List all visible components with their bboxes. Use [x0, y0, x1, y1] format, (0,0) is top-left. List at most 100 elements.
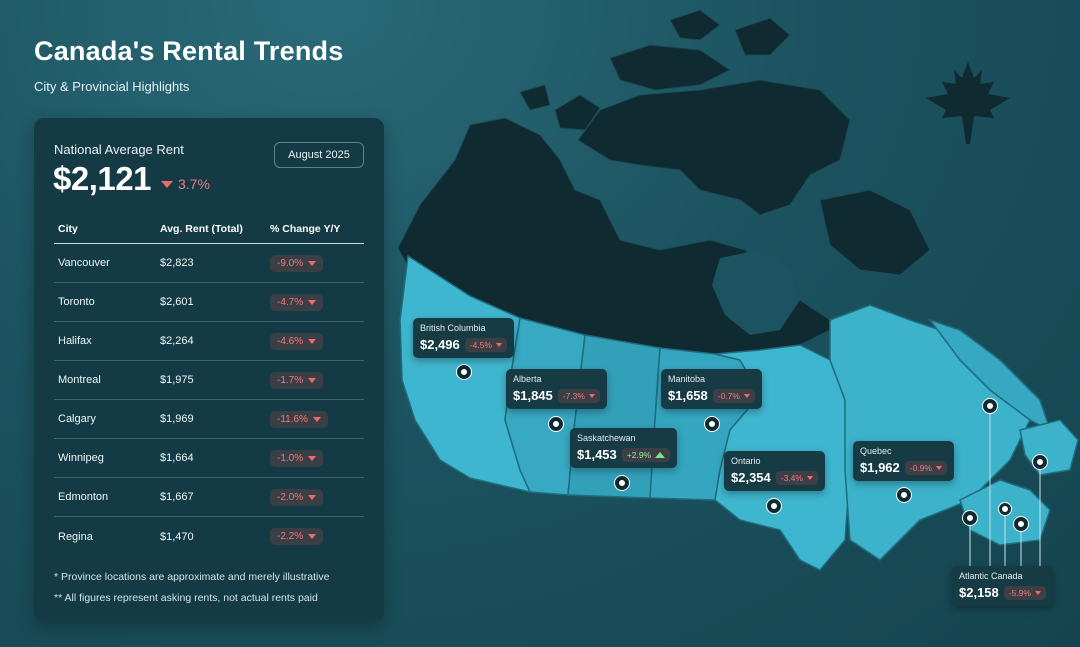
table-row: Regina $1,470 -2.2%	[54, 517, 364, 556]
map-pin-icon[interactable]	[767, 499, 781, 513]
triangle-down-icon	[308, 455, 317, 461]
row-rent: $1,975	[160, 374, 194, 386]
change-badge: -7.3%	[557, 388, 600, 403]
map-pin-icon[interactable]	[549, 417, 563, 431]
national-average-value: $2,121	[53, 160, 151, 197]
table-row: Edmonton $1,667 -2.0%	[54, 478, 364, 517]
province-name: Quebec	[860, 446, 892, 456]
triangle-down-icon	[161, 180, 173, 188]
map-pin-icon[interactable]	[999, 503, 1011, 515]
map-pin-icon[interactable]	[457, 365, 471, 379]
map-pin-icon[interactable]	[897, 488, 911, 502]
triangle-down-icon	[806, 475, 813, 480]
change-value: -2.0%	[277, 491, 304, 503]
row-city: Toronto	[58, 296, 95, 308]
column-header-change: % Change Y/Y	[270, 222, 341, 235]
callout-saskatchewan[interactable]: Saskatchewan $1,453 +2.9%	[570, 428, 678, 468]
triangle-down-icon	[743, 393, 750, 398]
callout-ontario[interactable]: Ontario $2,354 -3.4%	[724, 451, 825, 491]
change-badge: -0.9%	[904, 460, 947, 475]
date-badge[interactable]: August 2025	[274, 142, 364, 168]
map-pin-icon[interactable]	[963, 511, 977, 525]
row-city: Winnipeg	[58, 452, 104, 464]
province-value: $2,354	[731, 470, 771, 485]
province-value: $1,658	[668, 388, 708, 403]
change-badge: -3.4%	[775, 470, 818, 485]
change-value: -9.0%	[277, 257, 304, 269]
province-value: $1,962	[860, 460, 900, 475]
row-rent: $1,470	[160, 530, 194, 543]
map-pin-icon[interactable]	[1033, 455, 1047, 469]
map-pin-icon[interactable]	[705, 417, 719, 431]
change-value: -0.9%	[909, 462, 932, 473]
province-value: $2,496	[420, 337, 460, 352]
hudson-bay	[712, 250, 800, 335]
row-city: Vancouver	[58, 257, 110, 269]
change-badge: -11.6%	[270, 410, 328, 428]
callout-quebec[interactable]: Quebec $1,962 -0.9%	[853, 441, 954, 481]
callout-manitoba[interactable]: Manitoba $1,658 -0.7%	[661, 369, 762, 409]
row-city: Montreal	[58, 374, 101, 386]
atlantic-connectors	[969, 406, 1041, 566]
maple-leaf-icon	[926, 62, 1010, 144]
triangle-down-icon	[308, 260, 317, 266]
province-name: British Columbia	[420, 323, 486, 333]
change-badge: -4.6%	[270, 332, 324, 350]
triangle-down-icon	[308, 338, 317, 344]
map-pin-icon[interactable]	[983, 399, 997, 413]
change-value: -4.5%	[469, 339, 492, 350]
change-value: -11.6%	[277, 413, 308, 425]
change-badge: -4.7%	[270, 293, 324, 311]
province-name: Atlantic Canada	[959, 571, 1023, 581]
row-rent: $1,667	[160, 491, 194, 503]
triangle-down-icon	[935, 465, 942, 470]
change-badge: -1.0%	[270, 449, 324, 467]
change-badge: -5.9%	[1003, 585, 1046, 600]
triangle-down-icon	[308, 534, 317, 539]
table-row: Toronto $2,601 -4.7%	[54, 283, 364, 322]
province-name: Alberta	[513, 374, 542, 384]
row-city: Calgary	[58, 413, 96, 425]
province-value: $1,453	[577, 447, 617, 462]
rent-summary-panel: National Average Rent $2,121 3.7% August…	[34, 118, 384, 622]
province-value: $2,158	[959, 585, 999, 600]
change-badge: -2.0%	[270, 488, 324, 506]
footnote-2: ** All figures represent asking rents, n…	[54, 592, 318, 604]
table-row: Montreal $1,975 -1.7%	[54, 361, 364, 400]
table-row: Vancouver $2,823 -9.0%	[54, 244, 364, 283]
change-value: -3.4%	[780, 472, 803, 483]
row-city: Halifax	[58, 335, 92, 347]
callout-atlantic-canada[interactable]: Atlantic Canada $2,158 -5.9%	[952, 566, 1053, 606]
change-badge: -2.2%	[270, 528, 324, 545]
triangle-down-icon	[312, 416, 321, 422]
change-value: -4.6%	[277, 335, 304, 347]
row-rent: $2,264	[160, 335, 194, 347]
national-change-value: 3.7%	[178, 176, 210, 192]
city-rent-table: City Avg. Rent (Total) % Change Y/Y Vanc…	[54, 214, 364, 556]
row-rent: $2,601	[160, 296, 194, 308]
callout-alberta[interactable]: Alberta $1,845 -7.3%	[506, 369, 607, 409]
triangle-down-icon	[308, 299, 317, 305]
row-rent: $2,823	[160, 257, 194, 269]
change-value: +2.9%	[626, 449, 652, 460]
change-badge: -0.7%	[712, 388, 755, 403]
change-value: -0.7%	[717, 390, 740, 401]
triangle-down-icon	[308, 494, 317, 500]
table-row: Halifax $2,264 -4.6%	[54, 322, 364, 361]
province-name: Saskatchewan	[577, 433, 636, 443]
triangle-down-icon	[495, 342, 502, 347]
table-header: City Avg. Rent (Total) % Change Y/Y	[54, 214, 364, 244]
header: Canada's Rental Trends City & Provincial…	[34, 36, 343, 94]
column-header-city: City	[58, 222, 78, 235]
change-value: -7.3%	[562, 390, 585, 401]
footnotes: * Province locations are approximate and…	[54, 567, 329, 609]
map-pin-icon[interactable]	[615, 476, 629, 490]
change-value: -4.7%	[277, 296, 304, 308]
map-pin-icon[interactable]	[1014, 517, 1028, 531]
change-badge: -9.0%	[270, 254, 324, 272]
footnote-1: * Province locations are approximate and…	[54, 571, 330, 583]
row-city: Edmonton	[58, 491, 109, 503]
callout-british-columbia[interactable]: British Columbia $2,496 -4.5%	[413, 318, 514, 358]
triangle-down-icon	[308, 377, 317, 383]
row-rent: $1,969	[160, 413, 194, 425]
